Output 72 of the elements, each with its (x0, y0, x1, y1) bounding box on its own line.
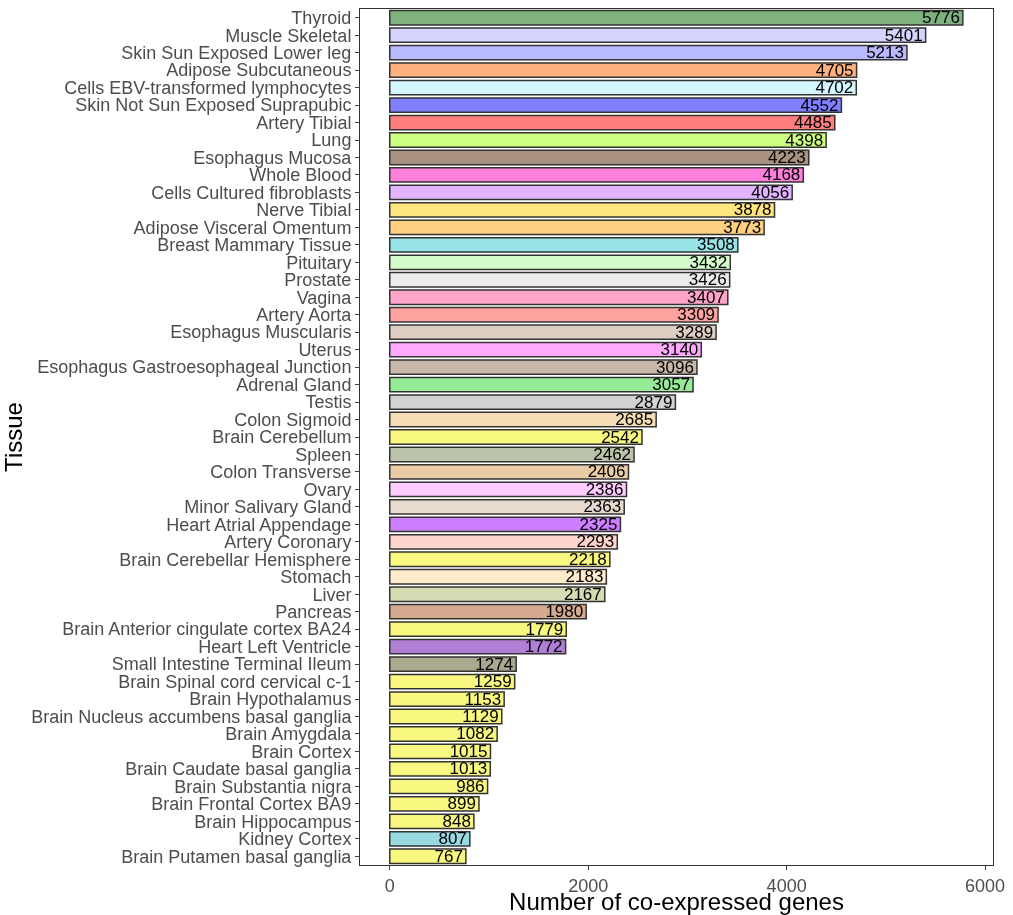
data-label: 3878 (733, 200, 772, 220)
data-label: 4702 (815, 78, 854, 98)
data-label: 2167 (563, 584, 602, 604)
data-label: 5776 (922, 8, 960, 28)
bar (389, 149, 810, 166)
data-label: 2183 (565, 567, 604, 587)
data-label: 899 (447, 794, 476, 814)
data-label: 2386 (585, 479, 624, 499)
data-label: 3426 (688, 270, 727, 290)
data-label: 807 (438, 829, 467, 849)
data-label: 3309 (677, 305, 716, 325)
y-tick-label: Lung (311, 130, 352, 151)
x-tick-label: 0 (384, 875, 395, 896)
y-tick-label: Brain Caudate basal ganglia (125, 759, 353, 780)
bar (389, 464, 630, 480)
data-label: 5401 (884, 25, 923, 45)
data-label: 4168 (762, 165, 801, 185)
data-label: 1779 (525, 619, 564, 639)
y-tick-label: Brain Hypothalamus (189, 689, 352, 710)
data-label: 5213 (866, 43, 904, 63)
data-label: 767 (434, 846, 463, 866)
data-label: 4056 (751, 182, 790, 202)
data-label: 3096 (656, 357, 694, 377)
y-tick-label: Cells Cultured fibroblasts (151, 182, 352, 203)
data-label: 4485 (793, 113, 832, 133)
data-label: 2542 (601, 427, 639, 447)
data-label: 2685 (615, 410, 654, 430)
data-label: 848 (442, 811, 471, 831)
y-tick-label: Ovary (303, 479, 352, 500)
data-label: 3407 (686, 287, 725, 307)
y-tick-label: Brain Hippocampus (194, 811, 352, 832)
data-label: 4552 (800, 95, 839, 115)
data-label: 3289 (675, 322, 714, 342)
y-tick-label: Brain Anterior cingulate cortex BA24 (62, 619, 352, 640)
data-label: 1274 (475, 654, 514, 674)
data-label: 1153 (464, 689, 502, 709)
bar (389, 114, 836, 131)
y-tick-label: Vagina (296, 287, 353, 308)
data-label: 1082 (456, 724, 495, 744)
y-axis-title: Tissue (0, 402, 27, 472)
y-tick-label: Spleen (295, 444, 352, 465)
data-label: 3432 (689, 252, 728, 272)
data-label: 3057 (652, 375, 691, 395)
data-label: 3140 (660, 340, 699, 360)
data-label: 2293 (576, 532, 615, 552)
data-label: 2325 (579, 514, 618, 534)
data-label: 1129 (462, 707, 499, 727)
bar (389, 429, 643, 445)
data-label: 2879 (634, 392, 673, 412)
data-label: 3773 (723, 217, 762, 237)
data-label: 1980 (545, 602, 584, 622)
y-tick-label: Uterus (298, 339, 352, 360)
x-tick-label: 6000 (965, 875, 1006, 896)
data-label: 1015 (449, 741, 488, 761)
y-tick-label: Esophagus Gastroesophageal Junction (37, 357, 352, 378)
data-label: 4705 (815, 60, 854, 80)
data-label: 2363 (583, 497, 622, 517)
bar (389, 167, 805, 183)
data-label: 4223 (767, 147, 806, 167)
data-label: 986 (456, 776, 485, 796)
data-label: 1259 (473, 672, 512, 692)
data-label: 2462 (593, 444, 632, 464)
data-label: 2406 (587, 462, 626, 482)
bar (389, 184, 793, 201)
data-label: 2218 (569, 549, 607, 569)
data-label: 3508 (696, 235, 735, 255)
data-label: 1013 (449, 759, 488, 779)
data-label: 4398 (785, 130, 824, 150)
bar (389, 132, 827, 148)
y-tick-label: Skin Sun Exposed Lower leg (121, 42, 352, 63)
y-tick-label: Thyroid (291, 8, 352, 29)
data-label: 1772 (524, 637, 563, 657)
